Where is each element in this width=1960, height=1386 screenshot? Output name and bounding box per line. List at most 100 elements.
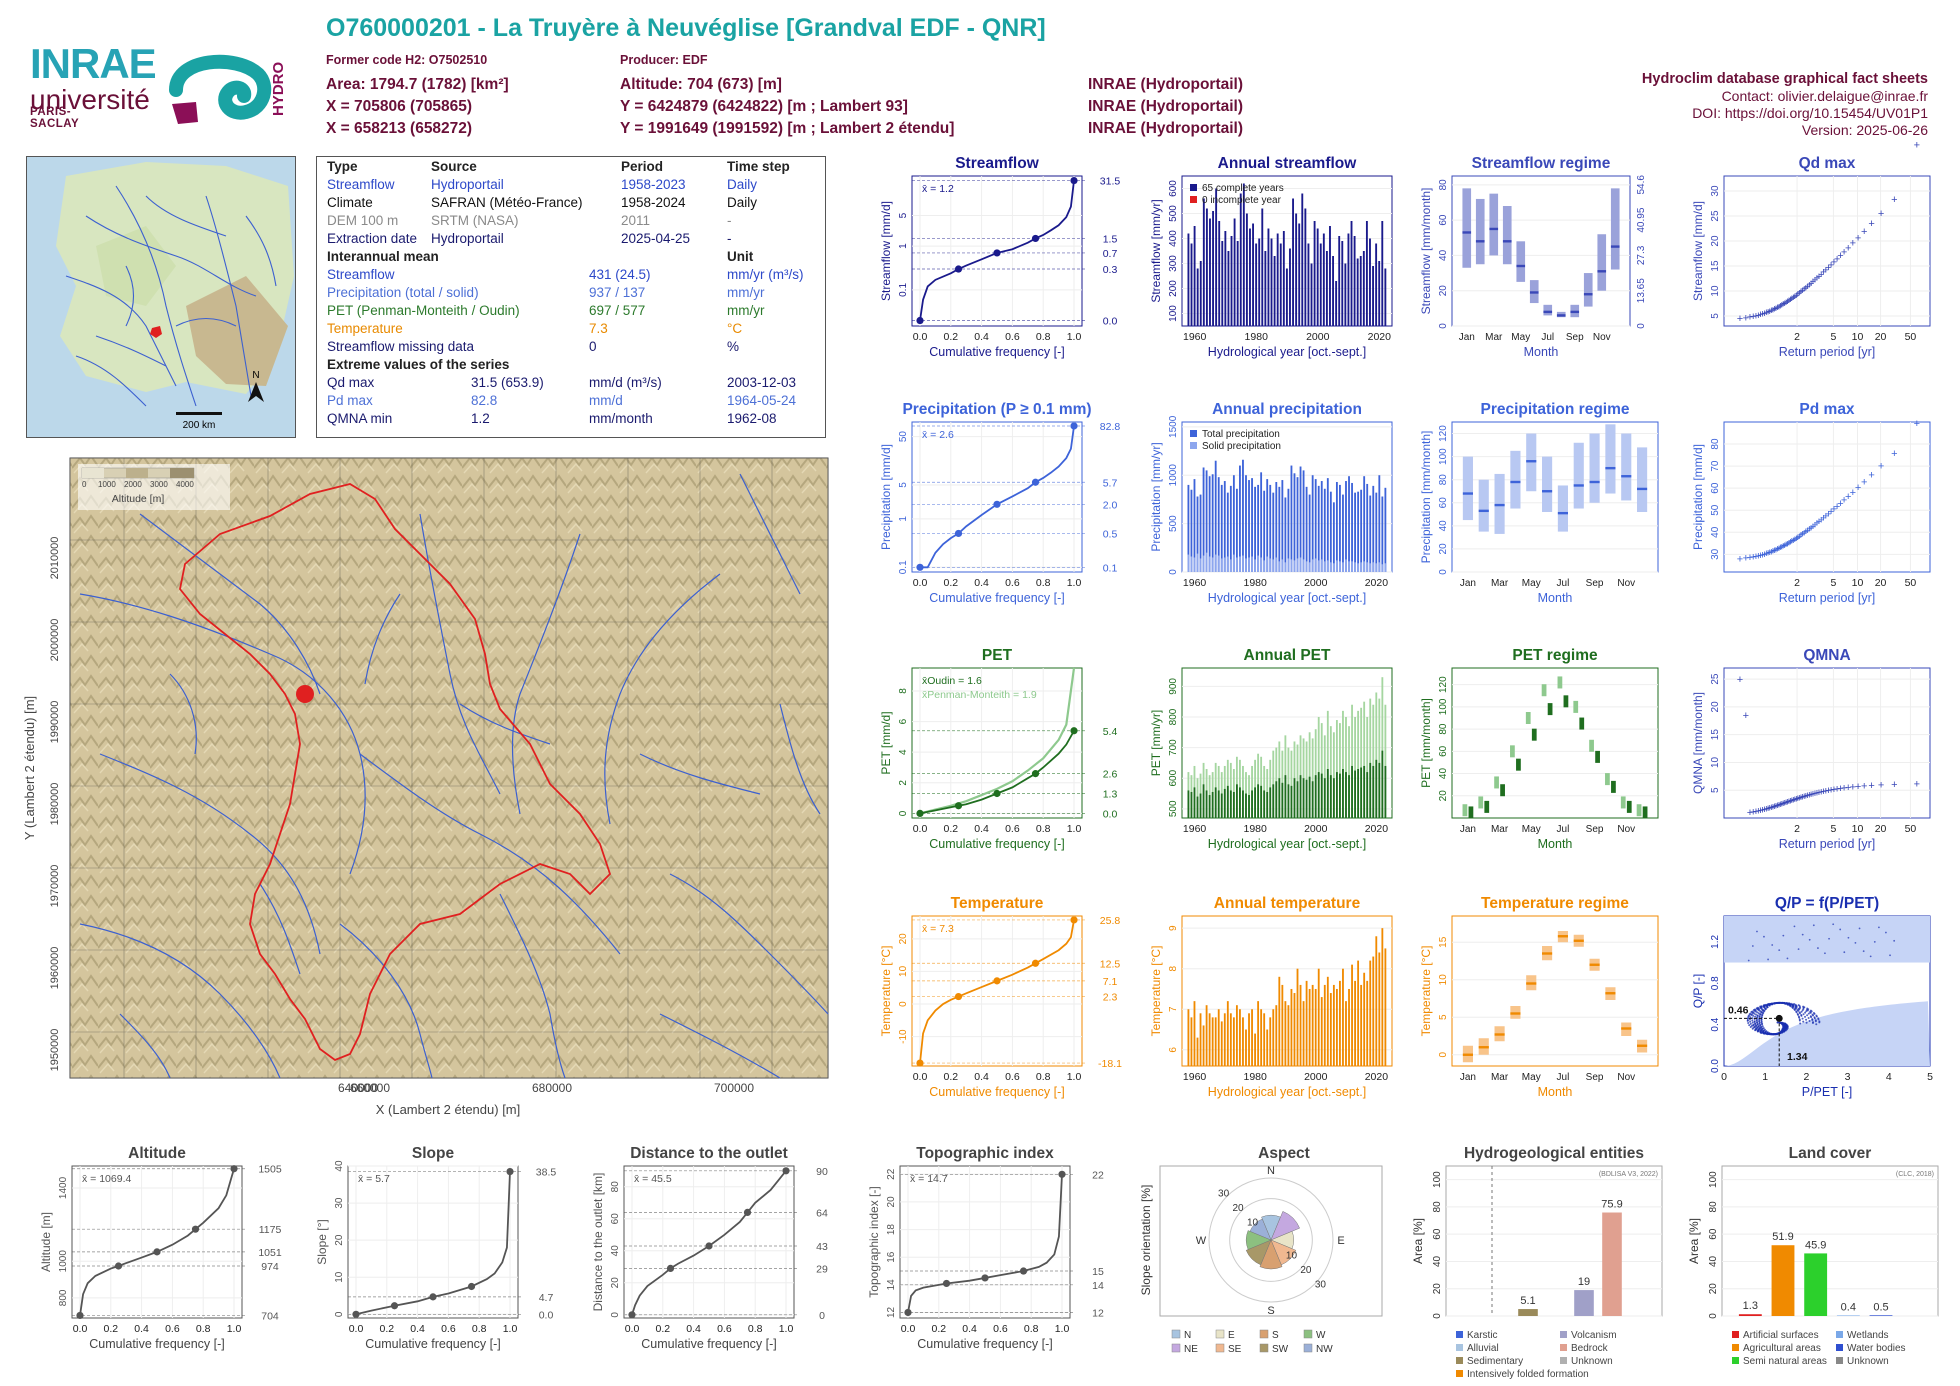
map-scale-bar: [176, 412, 222, 415]
bar-penman: [1348, 726, 1350, 818]
series-line: [919, 180, 1075, 321]
regime-box: [1557, 485, 1568, 532]
plot-area: [347, 1165, 519, 1319]
legend-swatch: [1190, 442, 1197, 449]
scatter-point: [1770, 1003, 1773, 1006]
quartile-marker: [743, 1208, 752, 1216]
bar: [1245, 793, 1247, 818]
chart-title: Topographic index: [916, 1145, 1054, 1162]
bar: [1226, 785, 1229, 818]
x-tick-label: Sep: [1586, 578, 1604, 589]
right-value-label: 0.1: [1103, 562, 1118, 574]
extreme-date: 1962-08: [727, 411, 777, 426]
regime-box-penman: [1510, 745, 1515, 758]
scatter-point: [1808, 1019, 1811, 1022]
data-point: +: [1774, 544, 1780, 556]
right-value-label: 2.0: [1103, 499, 1118, 511]
data-point: +: [1761, 549, 1767, 561]
extreme-unit: mm/month: [589, 411, 653, 426]
plot-area: [1181, 915, 1393, 1067]
bar: [1214, 787, 1217, 818]
extreme-date: 2003-12-03: [727, 375, 797, 390]
bar: [1335, 281, 1338, 326]
bar-solid: [1372, 562, 1375, 572]
x-tick-label: 0.2: [655, 1323, 670, 1335]
bar-value-label: 5.1: [1520, 1295, 1535, 1307]
y-tick: 1980000: [49, 783, 61, 826]
data-point: +: [1750, 552, 1756, 564]
ring-label: 20: [1300, 1265, 1312, 1276]
bar: [1354, 492, 1356, 572]
mean-unit: mm/yr: [727, 303, 765, 318]
data-point: +: [1755, 806, 1761, 818]
aspect-sector-s: [1259, 1239, 1283, 1270]
legend-swatch: [1456, 1370, 1463, 1377]
scatter-point: [1763, 1028, 1766, 1031]
legend-label: Agricultural areas: [1743, 1343, 1821, 1354]
data-point: +: [1818, 514, 1824, 526]
chart-title: PET: [982, 647, 1013, 664]
bar-semi-natural-areas: [1804, 1253, 1828, 1316]
x-axis-label: Cumulative frequency [-]: [917, 1337, 1052, 1351]
bar-value-label: 0.5: [1873, 1301, 1888, 1313]
y-tick-label: 900: [1168, 678, 1179, 695]
y-tick-label: 20: [898, 933, 909, 945]
y-tick-label: 0: [898, 810, 909, 816]
y-tick: 2000000: [49, 619, 61, 662]
data-point: +: [1798, 530, 1804, 542]
quartile-marker: [230, 1165, 238, 1173]
info-header-row: Type Source Period Time step: [327, 159, 815, 177]
bar: [1308, 988, 1311, 1066]
bar-solid: [1239, 556, 1241, 572]
data-point: +: [1834, 501, 1840, 513]
x-tick-label: Jul: [1557, 1072, 1570, 1083]
y-tick-label: 20: [1438, 543, 1449, 555]
right-value-label: 90: [816, 1166, 828, 1178]
legend-swatch: [1836, 1344, 1843, 1351]
scatter-point: [1778, 949, 1781, 952]
y-tick-label: 2: [898, 780, 909, 786]
contact: Contact: olivier.delaigue@inrae.fr: [1721, 88, 1928, 104]
plot-area: [1723, 421, 1931, 573]
doi-link[interactable]: DOI: https://doi.org/10.15454/UV01P1: [1692, 105, 1928, 121]
bar: [1196, 268, 1199, 326]
data-point: +: [1795, 289, 1801, 301]
bar: [1302, 1001, 1305, 1066]
extreme-row-qd: Qd max 31.5 (653.9) mm/d (m³/s) 2003-12-…: [327, 375, 815, 393]
bar: [1190, 791, 1193, 818]
scatter-point: [1795, 1011, 1798, 1014]
data-point: +: [1878, 780, 1884, 792]
mean-y-label: 0.46: [1728, 1004, 1749, 1016]
data-point: +: [1747, 312, 1753, 324]
bar-penman: [1354, 716, 1356, 818]
river-network: [79, 473, 829, 1079]
bar: [1342, 494, 1344, 572]
bar: [1302, 778, 1305, 818]
y-tick-label: 20: [610, 1277, 621, 1289]
regime-box: [1510, 450, 1521, 509]
bar-solid: [1345, 559, 1347, 572]
data-point: +: [1796, 531, 1802, 543]
chart-title: Annual precipitation: [1212, 401, 1362, 418]
bar: [1335, 772, 1338, 818]
logo-universite-text: université: [30, 84, 150, 115]
y-axis-label: Q/P [-]: [1691, 974, 1705, 1008]
scatter-point: [1805, 1021, 1808, 1024]
y-tick-label: 80: [1438, 474, 1449, 486]
right-value-label: 0.7: [1103, 248, 1118, 260]
bar: [1317, 968, 1320, 1066]
chart-svg: Precipitation regime 0 20 40 60 80 100 120 Jan Ma…: [1419, 401, 1659, 605]
bar: [1217, 790, 1220, 818]
bar-solid: [1342, 562, 1344, 572]
bar-solid: [1223, 557, 1226, 572]
y-tick-label: 4: [898, 749, 909, 755]
chart-svg: Altitude 800 1000 1400 1505 1175 1051 974 704 x̄ …: [39, 1145, 282, 1351]
bar: [1193, 479, 1196, 572]
regime-box-penman: [1605, 773, 1610, 786]
x-tick-label: Sep: [1566, 332, 1584, 343]
y-axis-label: Streamflow [mm/yr]: [1149, 199, 1163, 302]
bar: [1329, 775, 1332, 818]
bar: [1313, 221, 1316, 326]
x-tick-label: Mar: [1491, 1072, 1509, 1083]
series-line: [355, 1171, 511, 1316]
